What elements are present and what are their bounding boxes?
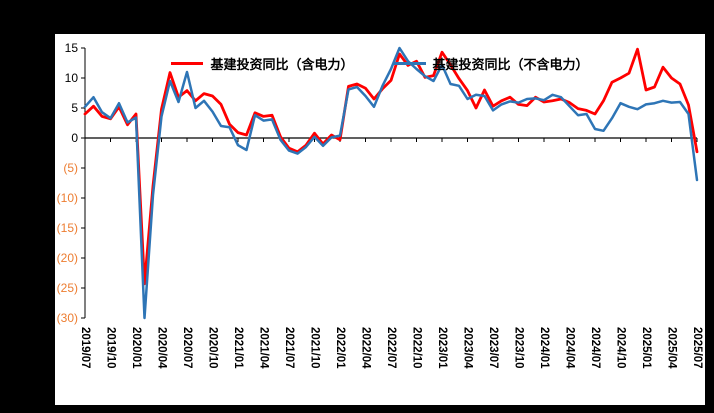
y-tick-label: 15 bbox=[65, 41, 79, 55]
legend-line-blue-swatch bbox=[393, 62, 426, 65]
y-tick-label: (25) bbox=[57, 281, 78, 295]
x-tick-label: 2020/07 bbox=[181, 327, 193, 369]
y-tick-label: (10) bbox=[57, 191, 78, 205]
y-tick-label: (5) bbox=[63, 161, 78, 175]
x-tick-label: 2020/10 bbox=[207, 327, 219, 369]
x-tick-label: 2024/07 bbox=[589, 327, 601, 369]
legend-item-excl-power: 基建投资同比（不含电力） bbox=[393, 54, 589, 73]
x-tick-label: 2025/04 bbox=[666, 327, 678, 369]
x-tick-label: 2025/07 bbox=[691, 327, 703, 369]
x-tick-label: 2019/07 bbox=[79, 327, 91, 369]
x-tick-label: 2021/10 bbox=[309, 327, 321, 369]
x-tick-label: 2023/01 bbox=[436, 327, 448, 369]
chart-area: 基建投资同比（含电力） 基建投资同比（不含电力） 15 10 5 0 (5) (10) (1… bbox=[55, 34, 705, 405]
x-tick-label: 2021/07 bbox=[283, 327, 295, 369]
x-tick-label: 2023/10 bbox=[513, 327, 525, 369]
series-line-0 bbox=[83, 47, 699, 286]
legend: 基建投资同比（含电力） 基建投资同比（不含电力） bbox=[55, 54, 705, 73]
legend-label-excl-power: 基建投资同比（不含电力） bbox=[432, 57, 589, 72]
x-tick-label: 2022/04 bbox=[360, 327, 372, 369]
x-tick-label: 2023/04 bbox=[462, 327, 474, 369]
y-tick-label: 0 bbox=[71, 131, 78, 145]
y-tick-label: (20) bbox=[57, 251, 78, 265]
y-tick-label: (15) bbox=[57, 221, 78, 235]
x-tick-label: 2023/07 bbox=[487, 327, 499, 369]
y-tick-label: 5 bbox=[71, 101, 78, 115]
x-tick-label: 2019/10 bbox=[105, 327, 117, 369]
legend-label-incl-power: 基建投资同比（含电力） bbox=[210, 57, 354, 72]
line-chart: 15 10 5 0 (5) (10) (15) (20) (25) (30)2019/07 2019… bbox=[57, 41, 703, 369]
x-tick-label: 2024/04 bbox=[564, 327, 576, 369]
x-tick-label: 2020/04 bbox=[156, 327, 168, 369]
series-line-1 bbox=[83, 46, 699, 320]
x-tick-label: 2020/01 bbox=[130, 327, 142, 369]
x-tick-label: 2022/01 bbox=[334, 327, 346, 369]
x-tick-label: 2022/07 bbox=[385, 327, 397, 369]
y-tick-label: (30) bbox=[57, 311, 78, 325]
legend-line-red-swatch bbox=[171, 62, 204, 65]
x-tick-label: 2022/10 bbox=[411, 327, 423, 369]
legend-item-incl-power: 基建投资同比（含电力） bbox=[171, 54, 354, 73]
x-tick-label: 2021/04 bbox=[258, 327, 270, 369]
x-tick-label: 2024/01 bbox=[538, 327, 550, 369]
x-tick-label: 2021/01 bbox=[232, 327, 244, 369]
x-tick-label: 2024/10 bbox=[615, 327, 627, 369]
y-tick-label: 10 bbox=[65, 71, 79, 85]
x-tick-label: 2025/01 bbox=[640, 327, 652, 369]
